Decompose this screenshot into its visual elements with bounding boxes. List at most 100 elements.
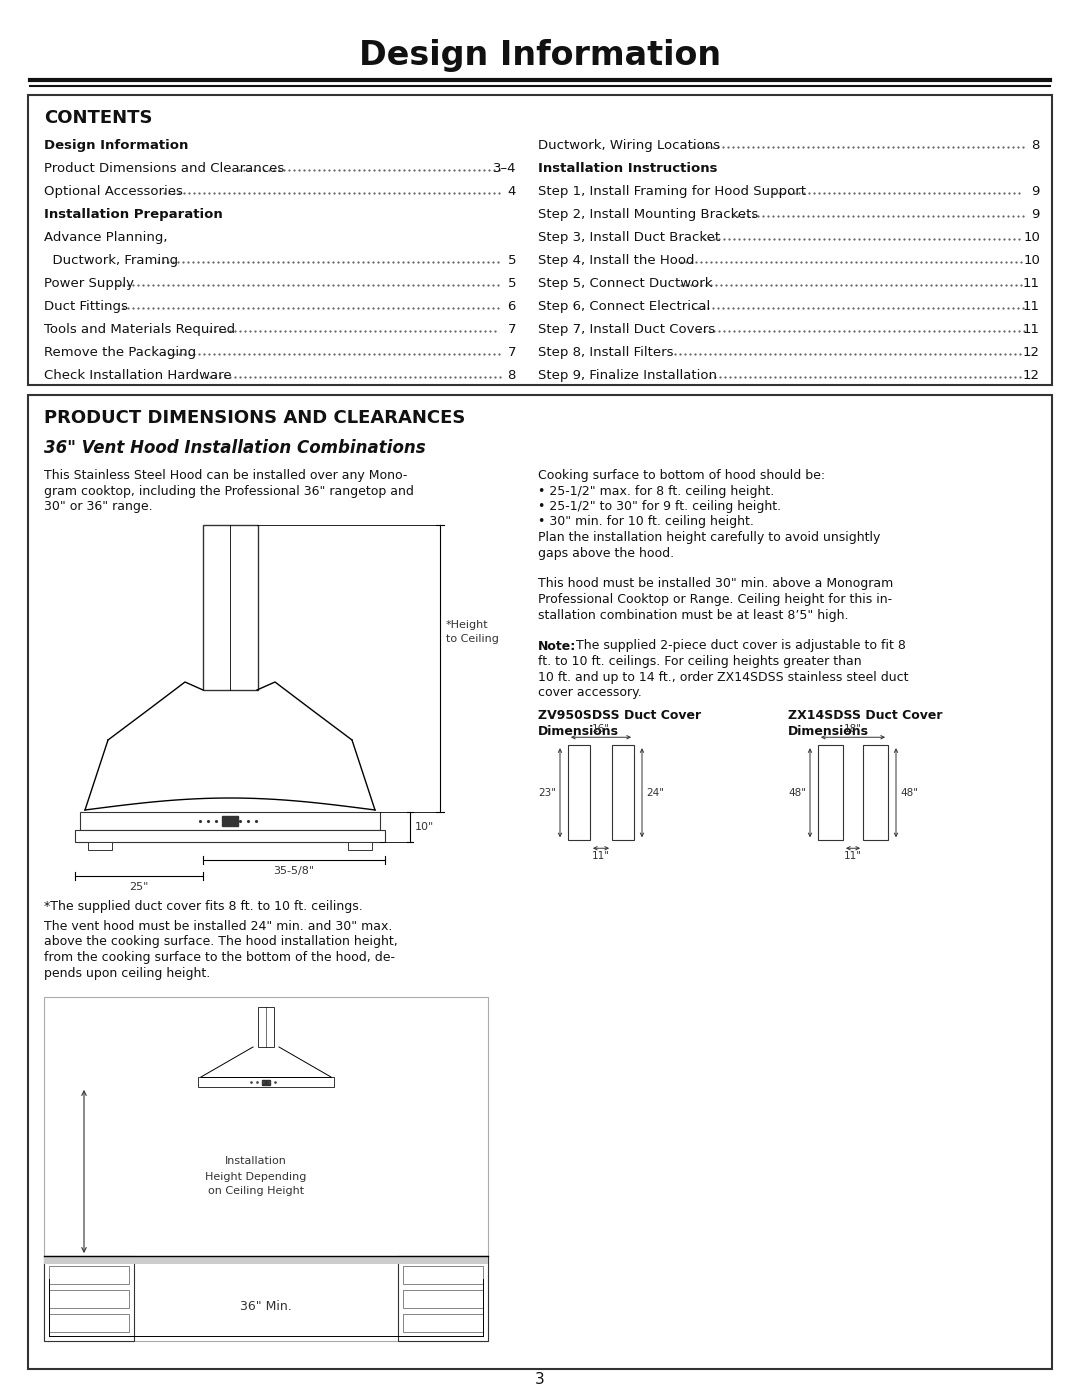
Text: 36" Min.: 36" Min. [240, 1299, 292, 1313]
Text: 35-5/8": 35-5/8" [273, 866, 314, 876]
Text: 10 ft. and up to 14 ft., order ZX14SDSS stainless steel duct: 10 ft. and up to 14 ft., order ZX14SDSS … [538, 671, 908, 683]
Text: 23": 23" [538, 788, 556, 798]
Text: 48": 48" [900, 788, 918, 798]
Bar [28, 95, 1052, 386]
Bar [44, 1256, 134, 1341]
Text: 7: 7 [508, 346, 516, 359]
Bar [28, 395, 1052, 1369]
Text: Design Information: Design Information [44, 138, 188, 152]
Text: • 25-1/2" max. for 8 ft. ceiling height.: • 25-1/2" max. for 8 ft. ceiling height. [538, 485, 774, 497]
Bar [222, 816, 238, 826]
Text: Plan the installation height carefully to avoid unsightly: Plan the installation height carefully t… [538, 531, 880, 543]
Text: ZX14SDSS Duct Cover: ZX14SDSS Duct Cover [788, 710, 943, 722]
Bar [818, 745, 843, 840]
Text: Duct Fittings: Duct Fittings [44, 300, 127, 313]
Text: Step 1, Install Framing for Hood Support: Step 1, Install Framing for Hood Support [538, 184, 806, 198]
Text: 3–4: 3–4 [492, 162, 516, 175]
Text: Dimensions: Dimensions [788, 725, 869, 738]
Text: Professional Cooktop or Range. Ceiling height for this in-: Professional Cooktop or Range. Ceiling h… [538, 592, 892, 606]
Text: 30" or 36" range.: 30" or 36" range. [44, 500, 152, 513]
Text: above the cooking surface. The hood installation height,: above the cooking surface. The hood inst… [44, 936, 397, 949]
Bar [348, 842, 372, 849]
Bar [403, 1315, 483, 1331]
Text: 25": 25" [130, 882, 149, 893]
Text: *Height: *Height [446, 620, 488, 630]
Text: 11": 11" [843, 851, 862, 861]
Text: gaps above the hood.: gaps above the hood. [538, 546, 674, 560]
Text: ft. to 10 ft. ceilings. For ceiling heights greater than: ft. to 10 ft. ceilings. For ceiling heig… [538, 655, 862, 668]
Bar [203, 525, 258, 690]
Bar [44, 1256, 488, 1264]
Text: 11: 11 [1023, 277, 1040, 291]
Text: 36" Vent Hood Installation Combinations: 36" Vent Hood Installation Combinations [44, 439, 426, 457]
Text: 18": 18" [843, 724, 862, 735]
Bar [262, 1080, 270, 1085]
Bar [258, 1007, 274, 1046]
Text: 9: 9 [1031, 208, 1040, 221]
Text: This Stainless Steel Hood can be installed over any Mono-: This Stainless Steel Hood can be install… [44, 469, 407, 482]
Bar [612, 745, 634, 840]
Bar [44, 997, 488, 1341]
Text: ZV950SDSS Duct Cover: ZV950SDSS Duct Cover [538, 710, 701, 722]
Text: The vent hood must be installed 24" min. and 30" max.: The vent hood must be installed 24" min.… [44, 921, 392, 933]
Text: CONTENTS: CONTENTS [44, 109, 152, 127]
Text: Power Supply: Power Supply [44, 277, 134, 291]
Bar [198, 1077, 334, 1087]
Text: 48": 48" [788, 788, 806, 798]
Bar [49, 1266, 129, 1284]
Text: from the cooking surface to the bottom of the hood, de-: from the cooking surface to the bottom o… [44, 951, 395, 964]
Text: 11": 11" [592, 851, 610, 861]
Text: 4: 4 [508, 184, 516, 198]
Text: Step 5, Connect Ductwork: Step 5, Connect Ductwork [538, 277, 713, 291]
Text: *The supplied duct cover fits 8 ft. to 10 ft. ceilings.: *The supplied duct cover fits 8 ft. to 1… [44, 900, 363, 914]
Text: 10: 10 [1023, 231, 1040, 244]
Bar [75, 830, 384, 842]
Text: • 25-1/2" to 30" for 9 ft. ceiling height.: • 25-1/2" to 30" for 9 ft. ceiling heigh… [538, 500, 781, 513]
Text: • 30" min. for 10 ft. ceiling height.: • 30" min. for 10 ft. ceiling height. [538, 515, 754, 528]
Text: Step 7, Install Duct Covers: Step 7, Install Duct Covers [538, 323, 715, 337]
Text: Optional Accessories: Optional Accessories [44, 184, 187, 198]
Bar [403, 1289, 483, 1308]
Text: Step 9, Finalize Installation: Step 9, Finalize Installation [538, 369, 717, 381]
Text: PRODUCT DIMENSIONS AND CLEARANCES: PRODUCT DIMENSIONS AND CLEARANCES [44, 409, 465, 427]
Text: Step 8, Install Filters: Step 8, Install Filters [538, 346, 674, 359]
Text: 5: 5 [508, 254, 516, 267]
Text: gram cooktop, including the Professional 36" rangetop and: gram cooktop, including the Professional… [44, 485, 414, 497]
Text: Note:: Note: [538, 640, 577, 652]
Text: Product Dimensions and Clearances: Product Dimensions and Clearances [44, 162, 284, 175]
Text: Remove the Packaging: Remove the Packaging [44, 346, 197, 359]
Text: 8: 8 [508, 369, 516, 381]
Text: This hood must be installed 30" min. above a Monogram: This hood must be installed 30" min. abo… [538, 577, 893, 591]
Text: 11: 11 [1023, 300, 1040, 313]
Text: 16": 16" [592, 724, 610, 735]
Text: 12: 12 [1023, 346, 1040, 359]
Bar [49, 1289, 129, 1308]
Text: Check Installation Hardware: Check Installation Hardware [44, 369, 231, 381]
Text: 24": 24" [646, 788, 664, 798]
Text: Installation: Installation [225, 1157, 287, 1166]
Text: Height Depending: Height Depending [205, 1172, 307, 1182]
Text: 5: 5 [508, 277, 516, 291]
Text: Step 2, Install Mounting Brackets: Step 2, Install Mounting Brackets [538, 208, 762, 221]
Text: Ductwork, Wiring Locations: Ductwork, Wiring Locations [538, 138, 720, 152]
Text: Step 3, Install Duct Bracket: Step 3, Install Duct Bracket [538, 231, 720, 244]
Text: 8: 8 [1031, 138, 1040, 152]
Text: Installation Instructions: Installation Instructions [538, 162, 717, 175]
Bar [399, 1256, 488, 1341]
Text: Step 4, Install the Hood: Step 4, Install the Hood [538, 254, 694, 267]
Bar [87, 842, 112, 849]
Text: The supplied 2-piece duct cover is adjustable to fit 8: The supplied 2-piece duct cover is adjus… [572, 640, 906, 652]
Text: stallation combination must be at least 8’5" high.: stallation combination must be at least … [538, 609, 849, 622]
Text: Dimensions: Dimensions [538, 725, 619, 738]
Text: pends upon ceiling height.: pends upon ceiling height. [44, 967, 211, 979]
Bar [568, 745, 590, 840]
Text: 6: 6 [508, 300, 516, 313]
Text: to Ceiling: to Ceiling [446, 634, 499, 644]
Text: 7: 7 [508, 323, 516, 337]
Text: 10": 10" [415, 821, 434, 833]
Text: cover accessory.: cover accessory. [538, 686, 642, 698]
Text: 3: 3 [535, 1372, 545, 1387]
Text: 9: 9 [1031, 184, 1040, 198]
Bar [863, 745, 888, 840]
Bar [49, 1315, 129, 1331]
